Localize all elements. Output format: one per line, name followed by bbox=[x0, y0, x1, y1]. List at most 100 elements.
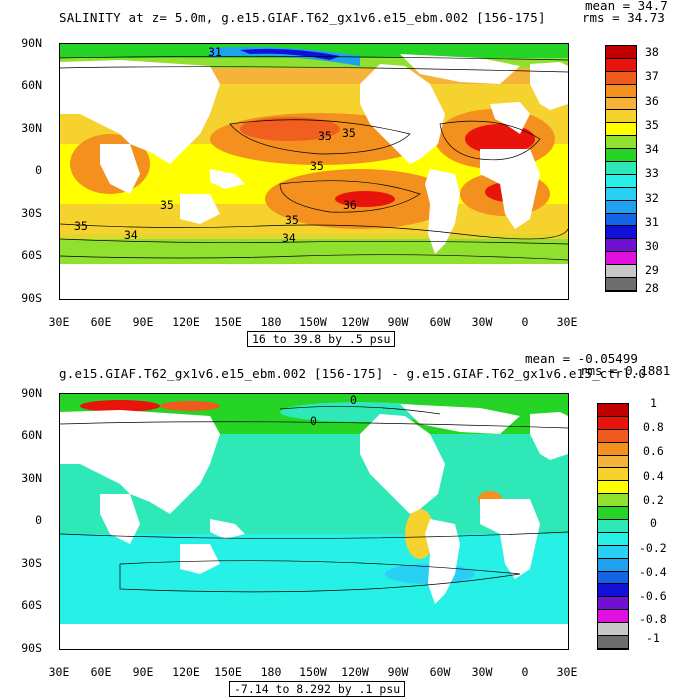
colorbar-segment bbox=[598, 532, 628, 546]
colorbar-segment bbox=[598, 597, 628, 611]
x-tick-label: 90E bbox=[132, 665, 154, 679]
chart-title: SALINITY at z= 5.0m, g.e15.GIAF.T62_gx1v… bbox=[59, 10, 546, 25]
x-tick-label: 180 bbox=[260, 665, 282, 679]
stat-rms: rms = 0.1881 bbox=[580, 363, 671, 378]
stat-rms: rms = 34.73 bbox=[582, 10, 665, 25]
colorbar-segment bbox=[606, 239, 636, 253]
y-tick-label: 60S bbox=[21, 598, 42, 612]
contour-label: 36 bbox=[343, 198, 357, 212]
contour-label: 35 bbox=[318, 129, 332, 143]
colorbar-tick-label: 28 bbox=[645, 281, 659, 295]
x-tick-label: 60E bbox=[90, 665, 112, 679]
colorbar-segment bbox=[606, 58, 636, 72]
y-tick-label: 30S bbox=[21, 206, 42, 220]
colorbar-segment bbox=[606, 265, 636, 279]
colorbar-segment bbox=[606, 84, 636, 98]
x-tick-label: 90W bbox=[387, 315, 409, 329]
y-tick-label: 30N bbox=[21, 471, 42, 485]
colorbar-segment bbox=[606, 71, 636, 85]
colorbar-segment bbox=[598, 571, 628, 585]
salinity-panel: SALINITY at z= 5.0m, g.e15.GIAF.T62_gx1v… bbox=[21, 0, 668, 347]
colorbar-tick-label: 34 bbox=[645, 142, 659, 156]
contour-label: 31 bbox=[208, 45, 222, 59]
colorbar-segment bbox=[598, 416, 628, 430]
colorbar-segment bbox=[606, 149, 636, 163]
x-tick-label: 90E bbox=[132, 315, 154, 329]
colorbar-segment bbox=[598, 404, 628, 417]
colorbar-tick-label: -0.2 bbox=[639, 541, 667, 555]
difference-panel: g.e15.GIAF.T62_gx1v6.e15_ebm.002 [156-17… bbox=[0, 350, 700, 700]
colorbar-tick-label: -1 bbox=[646, 631, 660, 645]
colorbar-tick-label: -0.4 bbox=[639, 565, 667, 579]
y-tick-label: 90S bbox=[21, 291, 42, 305]
x-tick-label: 120E bbox=[172, 315, 200, 329]
contour-label: 34 bbox=[282, 231, 296, 245]
x-tick-label: 0 bbox=[521, 315, 529, 329]
colorbar-tick-label: 36 bbox=[645, 94, 659, 108]
colorbar-segment bbox=[606, 278, 636, 291]
colorbar-segment bbox=[598, 520, 628, 533]
salinity-map-graphic bbox=[60, 44, 568, 299]
colorbar-tick-label: -0.8 bbox=[639, 612, 667, 626]
colorbar-segment bbox=[598, 623, 628, 637]
colorbar-segment bbox=[606, 174, 636, 188]
contour-label: 35 bbox=[342, 126, 356, 140]
y-tick-label: 0 bbox=[35, 513, 42, 527]
x-tick-label: 120E bbox=[172, 665, 200, 679]
colorbar-tick-label: 0.8 bbox=[643, 420, 664, 434]
x-tick-label: 60E bbox=[90, 315, 112, 329]
colorbar bbox=[597, 403, 629, 650]
x-tick-label: 30E bbox=[556, 665, 578, 679]
x-tick-label: 30E bbox=[556, 315, 578, 329]
colorbar-tick-label: 0.2 bbox=[643, 493, 664, 507]
x-tick-label: 60W bbox=[429, 315, 451, 329]
stat-mean: mean = -0.05499 bbox=[525, 351, 638, 366]
colorbar-segment bbox=[598, 558, 628, 572]
y-tick-label: 90N bbox=[21, 36, 42, 50]
colorbar-segment bbox=[606, 200, 636, 214]
colorbar-segment bbox=[598, 610, 628, 624]
contour-label: 0 bbox=[350, 393, 357, 407]
colorbar-segment bbox=[606, 110, 636, 124]
colorbar-tick-label: 0.6 bbox=[643, 444, 664, 458]
colorbar-segment bbox=[606, 46, 636, 59]
colorbar-segment bbox=[606, 136, 636, 150]
contour-label: 35 bbox=[74, 219, 88, 233]
y-tick-label: 90S bbox=[21, 641, 42, 655]
stat-mean: mean = 34.7 bbox=[585, 0, 668, 13]
x-tick-label: 30W bbox=[471, 315, 493, 329]
colorbar-segment bbox=[598, 507, 628, 521]
colorbar-tick-label: 35 bbox=[645, 118, 659, 132]
colorbar-tick-label: 29 bbox=[645, 263, 659, 277]
x-tick-label: 180 bbox=[260, 315, 282, 329]
x-tick-label: 150E bbox=[214, 665, 242, 679]
colorbar-segment bbox=[606, 123, 636, 137]
colorbar-segment bbox=[598, 494, 628, 508]
y-tick-label: 30N bbox=[21, 121, 42, 135]
contour-label: 34 bbox=[124, 228, 138, 242]
colorbar-tick-label: 31 bbox=[645, 215, 659, 229]
contour-label: 35 bbox=[160, 198, 174, 212]
colorbar-segment bbox=[598, 442, 628, 456]
x-tick-label: 150W bbox=[299, 315, 327, 329]
colorbar-segment bbox=[598, 584, 628, 598]
colorbar-segment bbox=[598, 429, 628, 443]
x-tick-label: 90W bbox=[387, 665, 409, 679]
colorbar-segment bbox=[606, 187, 636, 201]
colorbar-segment bbox=[598, 636, 628, 649]
colorbar-segment bbox=[606, 97, 636, 111]
salinity-map: 31 35 35 35 36 35 34 34 35 35 bbox=[59, 43, 569, 300]
y-tick-label: 60N bbox=[21, 78, 42, 92]
colorbar-segment bbox=[598, 545, 628, 559]
colorbar-segment bbox=[606, 226, 636, 240]
x-tick-label: 30E bbox=[48, 665, 70, 679]
y-tick-label: 60S bbox=[21, 248, 42, 262]
difference-map-graphic bbox=[60, 394, 568, 649]
y-tick-label: 90N bbox=[21, 386, 42, 400]
range-label: -7.14 to 8.292 by .1 psu bbox=[229, 681, 406, 697]
colorbar-tick-label: 30 bbox=[645, 239, 659, 253]
colorbar-tick-label: 0.4 bbox=[643, 469, 664, 483]
y-tick-label: 0 bbox=[35, 163, 42, 177]
x-tick-label: 60W bbox=[429, 665, 451, 679]
colorbar bbox=[605, 45, 637, 292]
